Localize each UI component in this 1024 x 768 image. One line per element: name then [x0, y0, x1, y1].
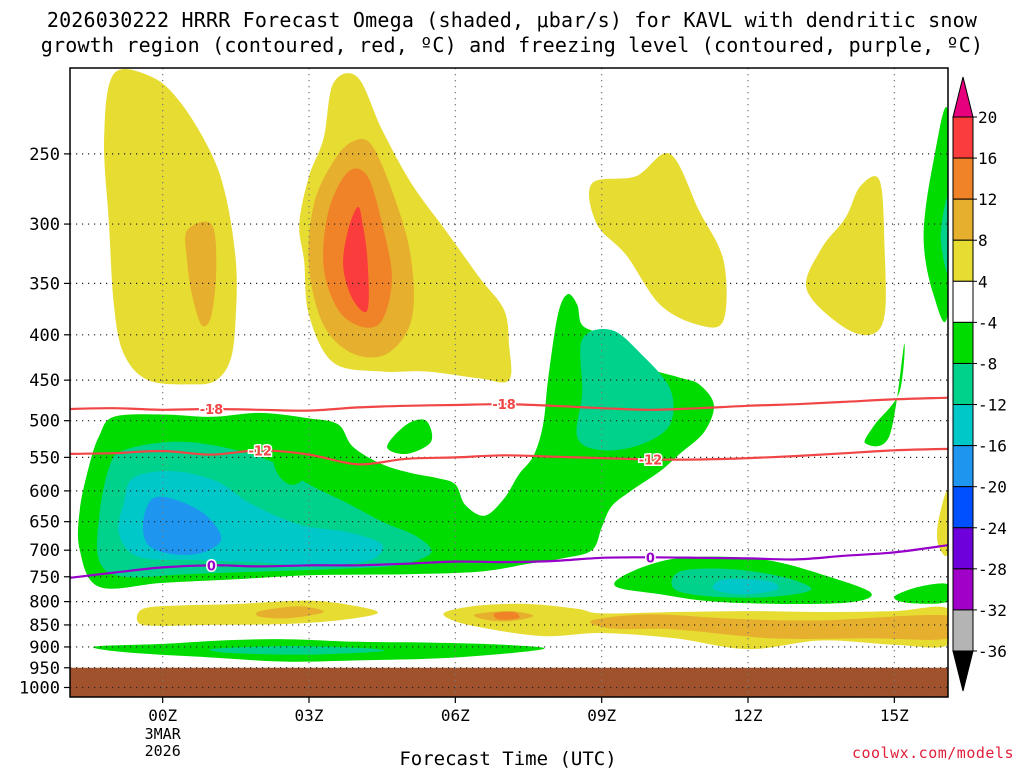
- colorbar-label-12: 12: [978, 190, 997, 209]
- colorbar-segment--32: [952, 609, 974, 652]
- x-tick-label-09Z: 09Z: [587, 706, 616, 725]
- colorbar-segment--16: [952, 445, 974, 488]
- y-tick-label-550: 550: [29, 448, 60, 468]
- omega-region-descent-upper-small: [272, 423, 314, 485]
- colorbar-label-8: 8: [978, 231, 988, 250]
- colorbar-label--28: -28: [978, 560, 1007, 579]
- y-tick-label-650: 650: [29, 513, 60, 533]
- colorbar-segment-8: [952, 239, 974, 282]
- terrain-fill: [70, 667, 948, 697]
- colorbar-label--12: -12: [978, 396, 1007, 415]
- colorbar-top-arrow: [952, 76, 974, 118]
- omega-shading-layer: [77, 69, 948, 662]
- y-tick-label-400: 400: [29, 326, 60, 346]
- y-tick-label-700: 700: [29, 541, 60, 561]
- y-tick-label-1000: 1000: [19, 678, 60, 698]
- colorbar-label--4: -4: [978, 313, 997, 332]
- colorbar-segment-16: [952, 157, 974, 200]
- colorbar-label-20: 20: [978, 108, 997, 127]
- y-tick-label-900: 900: [29, 638, 60, 658]
- omega-region-descent-15z-upper: [864, 343, 905, 447]
- x-tick-label-12Z: 12Z: [734, 706, 763, 725]
- y-tick-label-600: 600: [29, 482, 60, 502]
- chart-title-line1: 2026030222 HRRR Forecast Omega (shaded, …: [46, 8, 978, 32]
- colorbar-label-16: 16: [978, 149, 997, 168]
- omega-region-ascent-09z: [589, 152, 727, 328]
- y-tick-label-750: 750: [29, 568, 60, 588]
- colorbar-segment--28: [952, 568, 974, 611]
- colorbar-label--36: -36: [978, 642, 1007, 661]
- omega-region-descent-mid-small: [387, 419, 433, 455]
- omega-region-ascent-center-16: [343, 206, 369, 313]
- x-tick-label-03Z: 03Z: [295, 706, 324, 725]
- x-tick-year-label: 2026: [145, 742, 181, 760]
- colorbar-label--20: -20: [978, 478, 1007, 497]
- x-tick-label-15Z: 15Z: [880, 706, 909, 725]
- dgz-contour-2-label: -12: [639, 453, 663, 468]
- omega-region-descent-right-edge: [923, 106, 948, 323]
- plot-frame: [69, 67, 949, 698]
- dgz-contour-1-label: -18: [492, 398, 516, 413]
- omega-region-ascent-low-left-8: [255, 606, 324, 619]
- axes-layer: 2503003504004505005506006507007508008509…: [19, 67, 949, 768]
- colorbar-segment-4: [952, 280, 974, 323]
- x-axis-title: Forecast Time (UTC): [399, 748, 616, 768]
- dgz-contour-1-label: -18: [200, 403, 224, 418]
- terrain-layer: [70, 667, 948, 697]
- colorbar-label-4: 4: [978, 272, 988, 291]
- y-tick-label-250: 250: [29, 145, 60, 165]
- dgz-contour-2-line: [70, 447, 948, 466]
- omega-region-descent-bottom-8: [209, 646, 385, 655]
- y-tick-label-500: 500: [29, 412, 60, 432]
- colorbar-segment-20: [952, 116, 974, 159]
- colorbar-label--24: -24: [978, 519, 1007, 538]
- colorbar-segment--8: [952, 362, 974, 406]
- colorbar-label--16: -16: [978, 437, 1007, 456]
- colorbar-segment--24: [952, 527, 974, 570]
- dgz-contour-1-line: [70, 396, 948, 412]
- freezing-level-label: 0: [646, 551, 655, 566]
- colorbar-segment--12: [952, 404, 974, 447]
- colorbar-bottom-arrow: [952, 650, 974, 692]
- omega-region-ascent-low-mid-12: [493, 611, 520, 620]
- source-credit: coolwx.com/models: [851, 744, 1014, 762]
- colorbar-segment--4: [952, 321, 974, 364]
- colorbar-segment-12: [952, 198, 974, 241]
- y-tick-label-800: 800: [29, 593, 60, 613]
- omega-region-descent-09z-8: [576, 329, 674, 451]
- y-tick-label-950: 950: [29, 659, 60, 679]
- dgz-contour-2-label: -12: [248, 444, 272, 459]
- x-tick-date-label: 3MAR: [145, 725, 182, 743]
- colorbar-label--8: -8: [978, 354, 997, 373]
- omega-region-descent-low-right-edge: [894, 583, 948, 604]
- colorbar-segment--20: [952, 486, 974, 529]
- grid-layer: [70, 68, 948, 697]
- y-tick-label-350: 350: [29, 274, 60, 294]
- omega-region-ascent-upper-left-core: [185, 221, 217, 327]
- omega-region-ascent-upper-left: [103, 69, 237, 385]
- y-tick-label-450: 450: [29, 371, 60, 391]
- y-tick-label-300: 300: [29, 215, 60, 235]
- omega-region-ascent-14z: [805, 176, 886, 336]
- colorbar-label--32: -32: [978, 601, 1007, 620]
- contour-layer: -18 -18 -12 -12 0 0: [70, 396, 948, 579]
- colorbar: 20 16 12 8 4 -4 -8 -12 -16 -20 -24 -28 -32 -36: [952, 76, 1007, 692]
- chart-title-line2: growth region (contoured, red, ºC) and f…: [40, 33, 984, 57]
- omega-region-descent-low-right-12: [712, 578, 779, 595]
- x-tick-label-00Z: 00Z: [148, 706, 177, 725]
- omega-region-descent-main-16: [142, 496, 222, 555]
- omega-region-ascent-right-edge-mid: [937, 490, 948, 557]
- y-tick-label-850: 850: [29, 616, 60, 636]
- freezing-level-label: 0: [207, 559, 216, 574]
- x-tick-label-06Z: 06Z: [441, 706, 470, 725]
- freezing-level-line: [70, 544, 948, 579]
- omega-region-ascent-low-mid-8b: [590, 614, 948, 640]
- omega-region-descent-right-edge-8: [940, 196, 948, 274]
